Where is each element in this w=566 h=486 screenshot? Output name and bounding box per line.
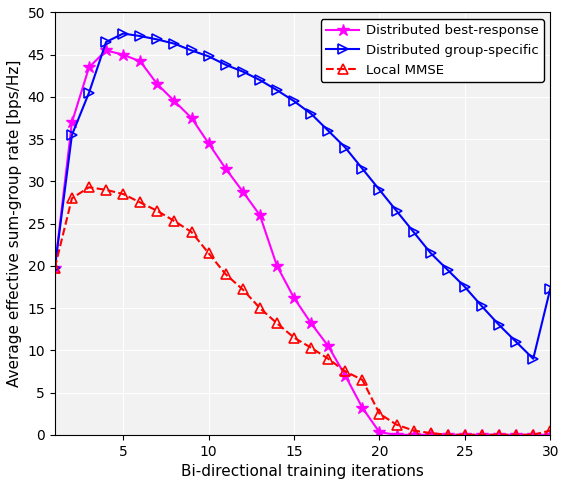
Local MMSE <box>479 432 486 438</box>
Local MMSE <box>137 200 144 206</box>
Distributed best-response <box>342 373 349 379</box>
Local MMSE <box>308 345 315 351</box>
Distributed group-specific <box>359 166 366 172</box>
Distributed best-response <box>410 432 417 438</box>
Distributed group-specific <box>513 339 520 345</box>
Local MMSE <box>325 356 332 362</box>
Line: Distributed group-specific: Distributed group-specific <box>50 29 555 364</box>
Line: Distributed best-response: Distributed best-response <box>49 44 556 441</box>
Local MMSE <box>513 432 520 438</box>
Distributed group-specific <box>547 286 554 292</box>
Distributed best-response <box>359 405 366 411</box>
Distributed best-response <box>325 343 332 349</box>
Local MMSE <box>273 320 280 326</box>
Distributed group-specific <box>273 87 280 93</box>
Distributed group-specific <box>137 33 144 39</box>
Distributed best-response <box>120 52 127 58</box>
Distributed best-response <box>222 166 229 172</box>
Local MMSE <box>222 271 229 277</box>
Distributed best-response <box>479 432 486 438</box>
Distributed best-response <box>273 263 280 269</box>
Distributed best-response <box>102 48 109 53</box>
Distributed best-response <box>188 115 195 121</box>
Local MMSE <box>461 432 468 438</box>
Distributed group-specific <box>376 187 383 193</box>
Local MMSE <box>154 208 161 214</box>
Line: Local MMSE: Local MMSE <box>50 182 555 440</box>
Distributed group-specific <box>461 284 468 290</box>
Distributed group-specific <box>120 31 127 36</box>
Distributed group-specific <box>427 250 434 256</box>
Distributed best-response <box>52 264 58 270</box>
Local MMSE <box>410 428 417 434</box>
Distributed group-specific <box>222 62 229 68</box>
Local MMSE <box>376 411 383 417</box>
Local MMSE <box>120 191 127 197</box>
Local MMSE <box>205 250 212 256</box>
Distributed best-response <box>427 432 434 438</box>
Local MMSE <box>290 335 297 341</box>
Distributed best-response <box>547 432 554 438</box>
Local MMSE <box>85 184 92 190</box>
Local MMSE <box>68 195 75 201</box>
Distributed group-specific <box>85 90 92 96</box>
Distributed best-response <box>393 432 400 438</box>
Distributed best-response <box>444 432 451 438</box>
Local MMSE <box>102 187 109 193</box>
Distributed best-response <box>530 432 537 438</box>
Distributed group-specific <box>188 48 195 53</box>
Local MMSE <box>393 422 400 428</box>
Local MMSE <box>530 432 537 438</box>
Distributed best-response <box>171 98 178 104</box>
Distributed group-specific <box>530 356 537 362</box>
Distributed group-specific <box>239 69 246 74</box>
Distributed group-specific <box>410 229 417 235</box>
Distributed group-specific <box>308 111 315 117</box>
Distributed group-specific <box>444 267 451 273</box>
Distributed group-specific <box>68 132 75 138</box>
Local MMSE <box>427 430 434 436</box>
Distributed best-response <box>137 58 144 64</box>
Distributed best-response <box>376 429 383 435</box>
Local MMSE <box>52 264 58 270</box>
Distributed group-specific <box>52 264 58 270</box>
Distributed group-specific <box>256 77 263 83</box>
Distributed group-specific <box>205 53 212 59</box>
Distributed best-response <box>308 320 315 326</box>
Local MMSE <box>188 229 195 235</box>
Local MMSE <box>547 428 554 434</box>
Local MMSE <box>239 287 246 293</box>
Legend: Distributed best-response, Distributed group-specific, Local MMSE: Distributed best-response, Distributed g… <box>321 19 544 82</box>
Distributed group-specific <box>154 36 161 42</box>
Local MMSE <box>444 432 451 438</box>
Distributed group-specific <box>342 145 349 151</box>
Distributed group-specific <box>393 208 400 214</box>
Distributed group-specific <box>171 41 178 47</box>
Distributed best-response <box>290 295 297 301</box>
X-axis label: Bi-directional training iterations: Bi-directional training iterations <box>181 464 424 479</box>
Distributed best-response <box>256 212 263 218</box>
Distributed best-response <box>205 140 212 146</box>
Distributed best-response <box>85 65 92 70</box>
Distributed best-response <box>513 432 520 438</box>
Local MMSE <box>496 432 503 438</box>
Distributed group-specific <box>102 39 109 45</box>
Distributed group-specific <box>290 98 297 104</box>
Y-axis label: Average effective sum-group rate [bps/Hz]: Average effective sum-group rate [bps/Hz… <box>7 60 22 387</box>
Distributed best-response <box>239 189 246 194</box>
Distributed best-response <box>496 432 503 438</box>
Distributed group-specific <box>496 322 503 328</box>
Distributed best-response <box>154 81 161 87</box>
Distributed best-response <box>461 432 468 438</box>
Distributed group-specific <box>325 128 332 134</box>
Local MMSE <box>342 368 349 374</box>
Local MMSE <box>171 218 178 224</box>
Distributed group-specific <box>479 303 486 309</box>
Distributed best-response <box>68 120 75 125</box>
Local MMSE <box>256 305 263 311</box>
Local MMSE <box>359 377 366 383</box>
